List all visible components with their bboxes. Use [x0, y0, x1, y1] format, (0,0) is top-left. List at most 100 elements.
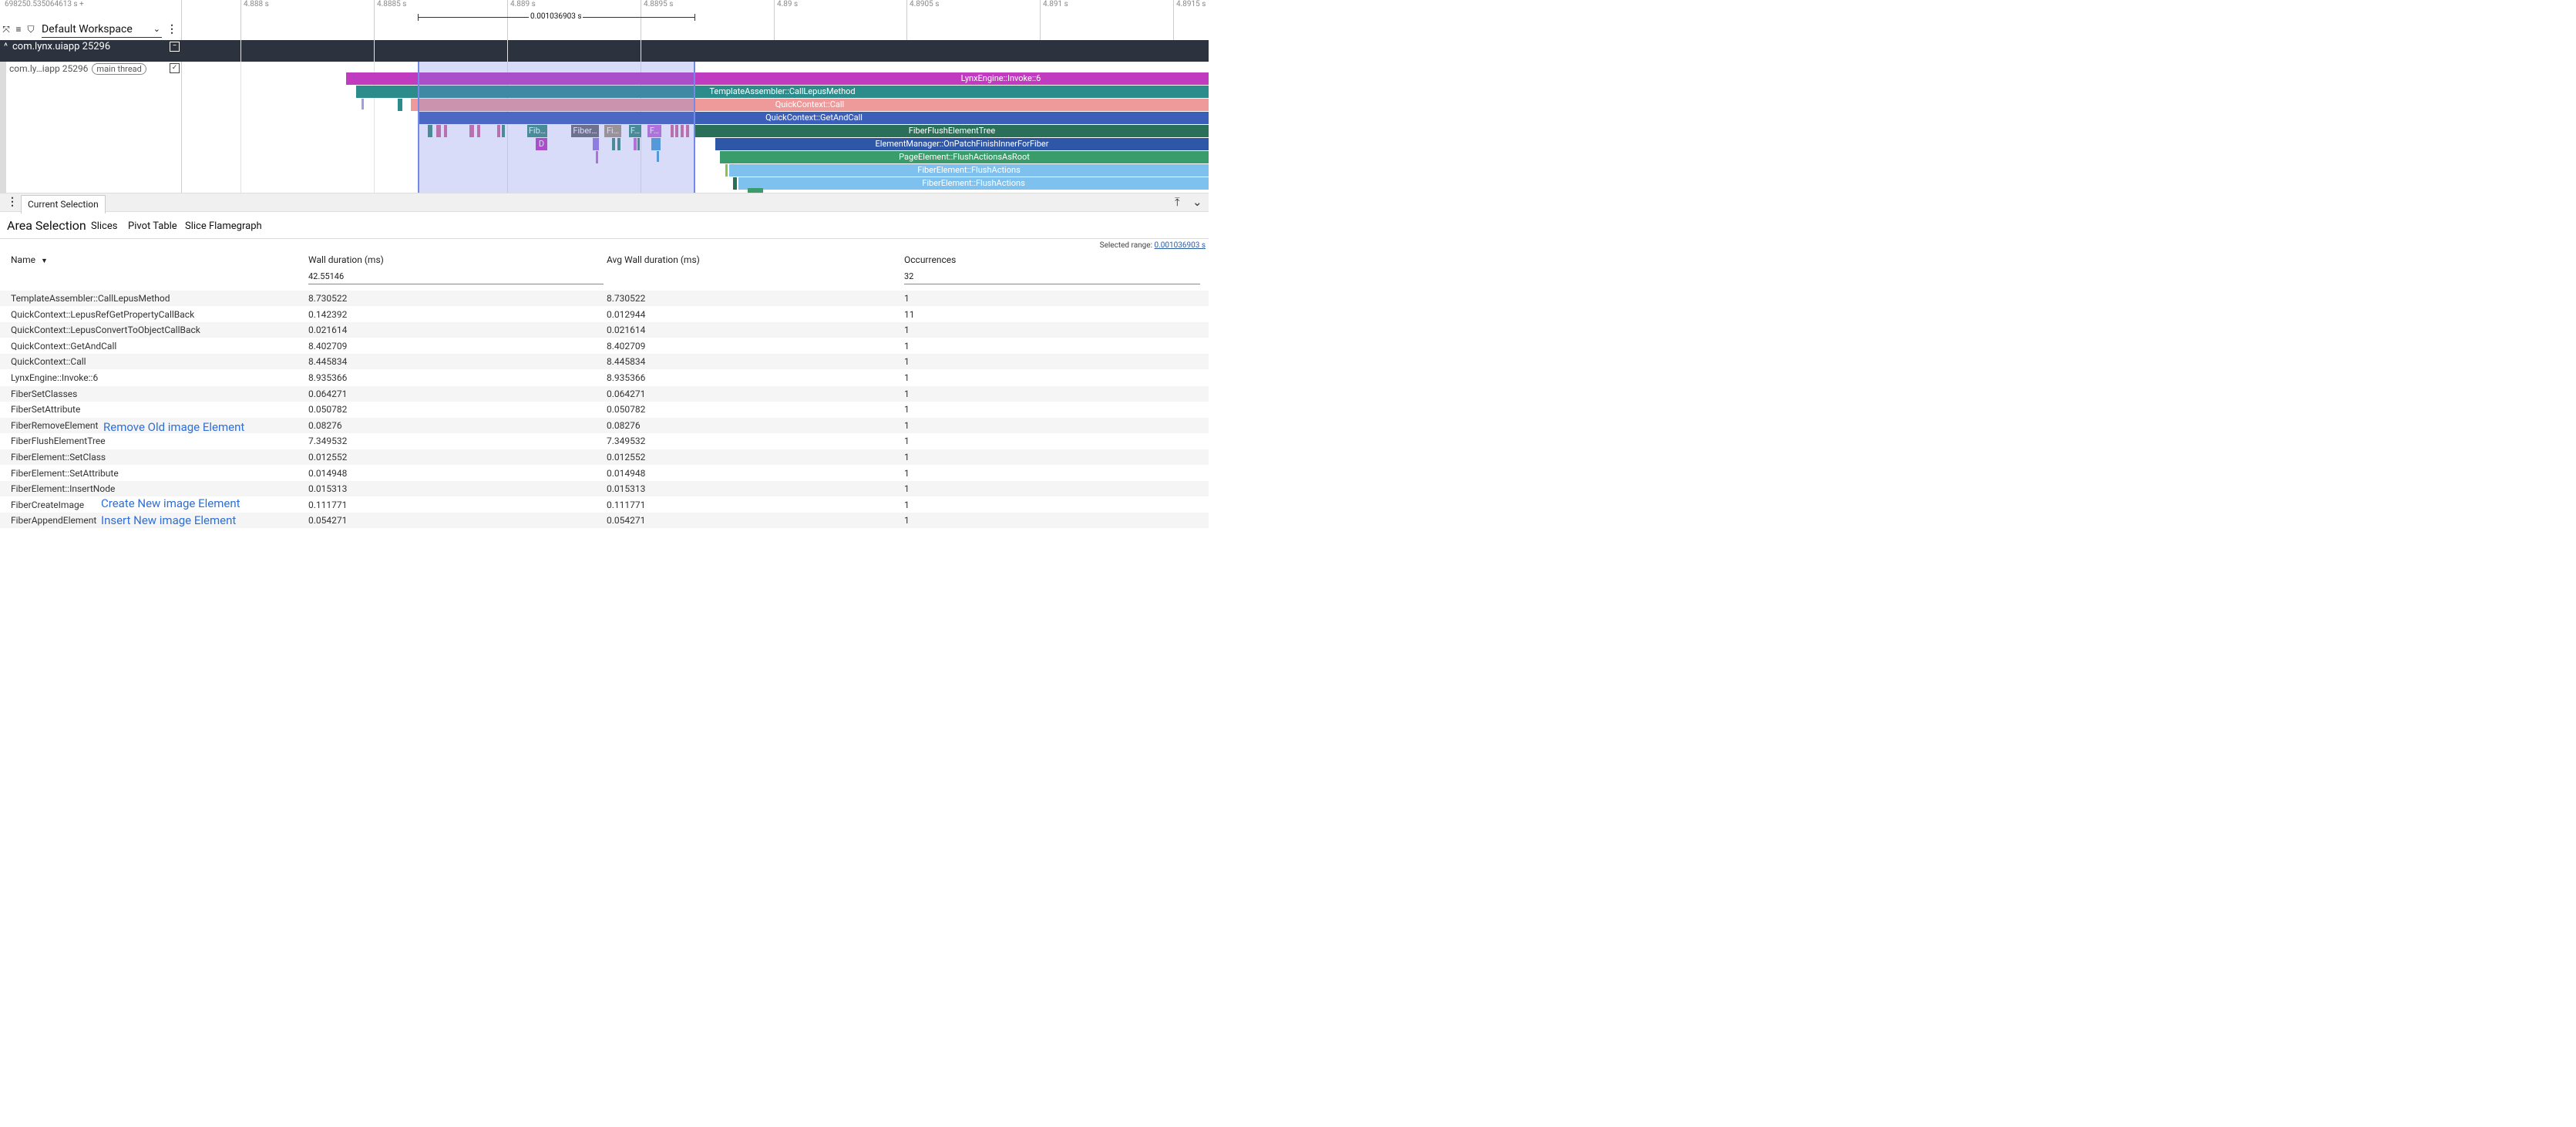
slice[interactable] [436, 125, 441, 137]
selected-range-value[interactable]: 0.001036903 s [1154, 241, 1206, 250]
collapse-track-icon[interactable]: − [170, 42, 180, 52]
checkbox-checked-icon[interactable]: ✓ [170, 63, 180, 73]
table-row[interactable]: FiberElement::SetClass 0.012552 0.012552 1 [0, 449, 1209, 465]
sort-down-icon[interactable]: ▼ [40, 257, 48, 265]
table-row[interactable]: FiberElement::InsertNode 0.015313 0.015313… [0, 481, 1209, 497]
table-cell-occ: 1 [904, 404, 910, 415]
table-cell-wall: 0.050782 [308, 404, 348, 415]
table-row[interactable]: FiberRemoveElement 0.08276 0.08276 1 [0, 417, 1209, 433]
table-cell-occ: 11 [904, 308, 915, 320]
tab-menu-icon[interactable]: ⋮ [7, 196, 18, 208]
subtab-slice-flamegraph[interactable]: Slice Flamegraph [185, 220, 262, 232]
process-track-header[interactable]: ^ com.lynx.uiapp 25296 − [0, 40, 1209, 62]
slice[interactable]: QuickContext::Call [411, 99, 1209, 111]
sort-lines-icon[interactable]: ≡ [15, 24, 22, 35]
slice[interactable] [477, 125, 480, 137]
column-header-avg-wall[interactable]: Avg Wall duration (ms) [607, 254, 700, 265]
column-header-name[interactable]: Name ▼ [11, 254, 48, 265]
slice[interactable]: FiberElement::FlushActions [738, 177, 1209, 190]
subtab-pivot-table[interactable]: Pivot Table [128, 220, 177, 232]
slice[interactable]: Fi… [604, 125, 621, 137]
slice[interactable] [502, 125, 505, 137]
slice[interactable] [596, 151, 598, 163]
table-row[interactable]: LynxEngine::Invoke::6 8.935366 8.935366 1 [0, 370, 1209, 385]
time-tick-label: 4.889 s [510, 0, 536, 8]
column-header-wall[interactable]: Wall duration (ms) [308, 254, 384, 265]
slice[interactable]: FiberElement::FlushActions [729, 164, 1209, 177]
column-header-occurrences[interactable]: Occurrences [904, 254, 957, 265]
slice[interactable]: F… [629, 125, 641, 137]
filter-icon[interactable]: ⛉ [27, 23, 35, 35]
slice[interactable]: LynxEngine::Invoke::6 [346, 72, 1209, 85]
slice[interactable] [428, 125, 432, 137]
slice[interactable] [681, 125, 684, 137]
table-row[interactable]: FiberElement::SetAttribute 0.014948 0.0149… [0, 466, 1209, 481]
table-row[interactable]: FiberFlushElementTree 7.349532 7.349532 1 [0, 433, 1209, 449]
table-row[interactable]: FiberSetAttribute 0.050782 0.050782 1 [0, 402, 1209, 417]
slice-label: TemplateAssembler::CallLepusMethod [709, 86, 856, 96]
table-row[interactable]: QuickContext::GetAndCall 8.402709 8.402709… [0, 338, 1209, 354]
slice[interactable]: F… [647, 125, 661, 137]
slice-label: Fiber… [573, 126, 597, 136]
table-cell-name: FiberAppendElement [11, 515, 97, 526]
slice[interactable]: Fib… [527, 125, 547, 137]
slice-label: PageElement::FlushActionsAsRoot [899, 152, 1030, 162]
slice[interactable] [671, 125, 674, 137]
table-row[interactable]: FiberCreateImage 0.111771 0.111771 1 [0, 497, 1209, 513]
thread-track-handle[interactable] [0, 62, 6, 193]
slice[interactable] [748, 188, 763, 193]
table-cell-wall: 0.111771 [308, 499, 348, 510]
slice-label: QuickContext::GetAndCall [765, 113, 863, 123]
table-row[interactable]: QuickContext::Call 8.445834 8.445834 1 [0, 354, 1209, 370]
workspace-menu-icon[interactable]: ⋮ [166, 23, 177, 35]
slice[interactable] [497, 125, 500, 137]
slice[interactable] [733, 177, 737, 190]
slice[interactable]: TemplateAssembler::CallLepusMethod [356, 86, 1209, 98]
slice-label: FiberFlushElementTree [908, 126, 996, 136]
slice[interactable] [398, 99, 402, 111]
workspace-select[interactable]: Default Workspace ⌄ [42, 22, 162, 38]
slice[interactable] [612, 138, 615, 150]
table-row[interactable]: QuickContext::LepusConvertToObjectCallBa… [0, 322, 1209, 338]
slice-label: Fib… [528, 126, 546, 136]
timeline-panel[interactable]: 698250.535064613 s + ⤧ ≡ ⛉ Default Works… [0, 0, 1209, 193]
slice[interactable] [675, 125, 678, 137]
slice-label: F… [630, 126, 641, 136]
thread-label-chip: main thread [92, 63, 146, 75]
slice[interactable] [651, 138, 661, 150]
time-tick-label: 4.8905 s [910, 0, 940, 8]
table-row[interactable]: FiberSetClasses 0.064271 0.064271 1 [0, 385, 1209, 402]
area-selection-overlay[interactable] [418, 62, 695, 193]
maximize-panel-icon[interactable]: ⤒ [1175, 195, 1180, 209]
slice[interactable]: FiberFlushElementTree [695, 125, 1209, 137]
slice[interactable] [617, 138, 620, 150]
caret-up-icon[interactable]: ^ [4, 41, 8, 52]
table-cell-wall: 0.142392 [308, 308, 348, 320]
slice[interactable]: QuickContext::GetAndCall [419, 112, 1209, 124]
slice[interactable] [634, 138, 637, 150]
slice[interactable] [725, 164, 728, 177]
thread-track-header[interactable]: com.ly…iapp 25296 main thread ✓ [0, 62, 182, 193]
slice[interactable] [657, 151, 659, 162]
slice[interactable] [686, 125, 689, 137]
tab-current-selection[interactable]: Current Selection [21, 195, 106, 214]
table-cell-name: FiberCreateImage [11, 499, 85, 510]
collapse-all-icon[interactable]: ⤧ [2, 23, 10, 35]
subtab-slices[interactable]: Slices [91, 220, 118, 232]
slice[interactable] [469, 125, 474, 137]
slice[interactable] [593, 138, 599, 150]
table-row[interactable]: FiberAppendElement 0.054271 0.054271 1 [0, 513, 1209, 529]
slice[interactable]: D [536, 138, 547, 150]
table-cell-wall: 7.349532 [308, 436, 348, 447]
chevron-down-icon[interactable]: ⌄ [1192, 195, 1202, 209]
table-row[interactable]: QuickContext::LepusRefGetPropertyCallBac… [0, 307, 1209, 322]
table-row[interactable]: TemplateAssembler::CallLepusMethod 8.7305… [0, 291, 1209, 306]
annotation-create-image: Create New image Element [101, 496, 240, 510]
slice[interactable]: Fiber… [571, 125, 599, 137]
slice[interactable]: ElementManager::OnPatchFinishInnerForFib… [715, 138, 1209, 150]
table-cell-wall: 8.445834 [308, 356, 348, 368]
slice[interactable] [362, 99, 364, 109]
slice[interactable] [444, 125, 447, 137]
slice[interactable] [637, 138, 640, 150]
slice[interactable]: PageElement::FlushActionsAsRoot [720, 151, 1209, 163]
